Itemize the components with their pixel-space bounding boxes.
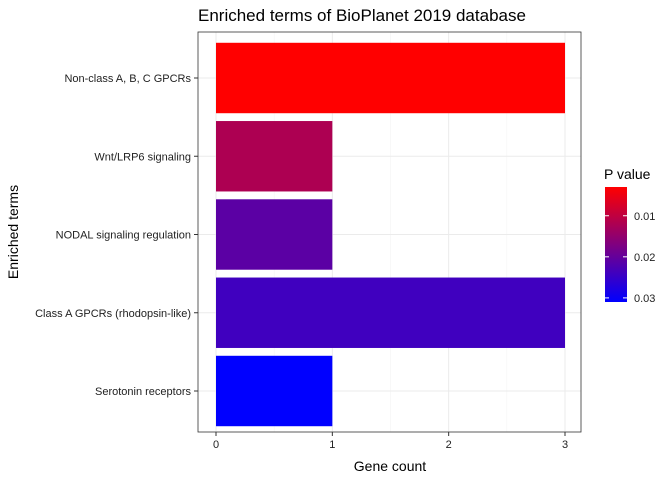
legend-colorbar [605, 187, 627, 302]
bars [216, 42, 565, 427]
y-tick-label: NODAL signaling regulation [56, 230, 191, 242]
x-tick-label: 0 [213, 439, 219, 451]
legend: P value 0.01 0.02 0.03 [604, 166, 655, 305]
y-tick-label: Wnt/LRP6 signaling [94, 151, 191, 163]
bar [216, 199, 333, 270]
x-axis-title: Gene count [354, 458, 426, 474]
y-tick-label: Non-class A, B, C GPCRs [64, 73, 191, 85]
legend-ticks: 0.01 0.02 0.03 [605, 211, 655, 305]
x-tick-label: 3 [562, 439, 568, 451]
chart-title: Enriched terms of BioPlanet 2019 databas… [198, 6, 526, 25]
x-tick-label: 2 [446, 439, 452, 451]
legend-tick-label: 0.02 [634, 252, 655, 264]
legend-tick-label: 0.01 [634, 211, 655, 223]
legend-tick-label: 0.03 [634, 293, 655, 305]
bar [216, 277, 565, 348]
legend-title: P value [604, 166, 651, 182]
bar [216, 121, 333, 192]
y-tick-label: Serotonin receptors [95, 386, 191, 398]
bar [216, 355, 333, 427]
y-tick-label: Class A GPCRs (rhodopsin-like) [35, 308, 191, 320]
y-axis: Non-class A, B, C GPCRs Wnt/LRP6 signalin… [35, 73, 198, 398]
plot-panel-border [197, 31, 582, 433]
y-axis-title: Enriched terms [5, 185, 21, 279]
bar [216, 42, 565, 114]
x-axis: 0 1 2 3 [213, 432, 568, 451]
x-tick-label: 1 [329, 439, 335, 451]
